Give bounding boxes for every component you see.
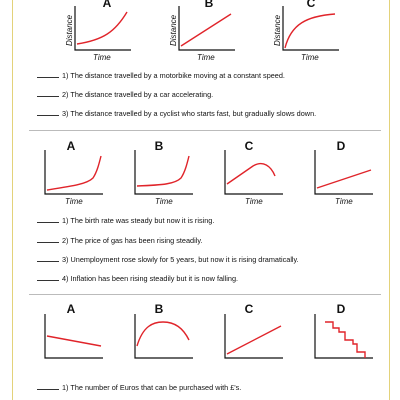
graph-2b <box>134 150 193 195</box>
graph-label-a: A <box>102 0 112 10</box>
answer-blank[interactable] <box>37 108 59 116</box>
answer-blank[interactable] <box>37 382 59 390</box>
statement-2-3: 3) Unemployment rose slowly for 5 years,… <box>37 254 299 264</box>
statement-2-1: 1) The birth rate was steady but now it … <box>37 215 214 225</box>
graph-3a <box>44 314 103 359</box>
x-axis-label-2d: Time <box>335 197 353 206</box>
graph-label-c: C <box>306 0 316 10</box>
graph-label-c: C <box>244 302 254 316</box>
answer-blank[interactable] <box>37 254 59 262</box>
graph-3b <box>134 314 193 359</box>
graph-label-b: B <box>154 139 164 153</box>
x-axis-label-1c: Time <box>301 53 319 62</box>
statement-1-3: 3) The distance travelled by a cyclist w… <box>37 108 316 118</box>
graph-2d <box>314 150 373 195</box>
x-axis-label-1b: Time <box>197 53 215 62</box>
statement-2-4: 4) Inflation has been rising steadily bu… <box>37 273 238 283</box>
answer-blank[interactable] <box>37 89 59 97</box>
section-divider <box>29 294 381 295</box>
graph-label-d: D <box>336 302 346 316</box>
worksheet-page: A B C Distance Distance Distance Time Ti… <box>12 0 390 400</box>
graph-3d <box>314 314 373 359</box>
graph-label-a: A <box>66 139 76 153</box>
answer-blank[interactable] <box>37 70 59 78</box>
x-axis-label-2c: Time <box>245 197 263 206</box>
graph-3c <box>224 314 283 359</box>
graph-1c <box>282 6 339 51</box>
answer-blank[interactable] <box>37 215 59 223</box>
statement-1-1: 1) The distance travelled by a motorbike… <box>37 70 285 80</box>
statement-3-1: 1) The number of Euros that can be purch… <box>37 382 241 392</box>
statement-1-2: 2) The distance travelled by a car accel… <box>37 89 213 99</box>
x-axis-label-2a: Time <box>65 197 83 206</box>
answer-blank[interactable] <box>37 273 59 281</box>
graph-label-b: B <box>204 0 214 10</box>
graph-label-a: A <box>66 302 76 316</box>
graph-2a <box>44 150 103 195</box>
x-axis-label-1a: Time <box>93 53 111 62</box>
graph-label-c: C <box>244 139 254 153</box>
section-divider <box>29 130 381 131</box>
x-axis-label-2b: Time <box>155 197 173 206</box>
graph-1b <box>178 6 235 51</box>
graph-label-d: D <box>336 139 346 153</box>
answer-blank[interactable] <box>37 235 59 243</box>
graph-1a <box>74 6 131 51</box>
graph-2c <box>224 150 283 195</box>
statement-2-2: 2) The price of gas has been rising stea… <box>37 235 202 245</box>
graph-label-b: B <box>154 302 164 316</box>
